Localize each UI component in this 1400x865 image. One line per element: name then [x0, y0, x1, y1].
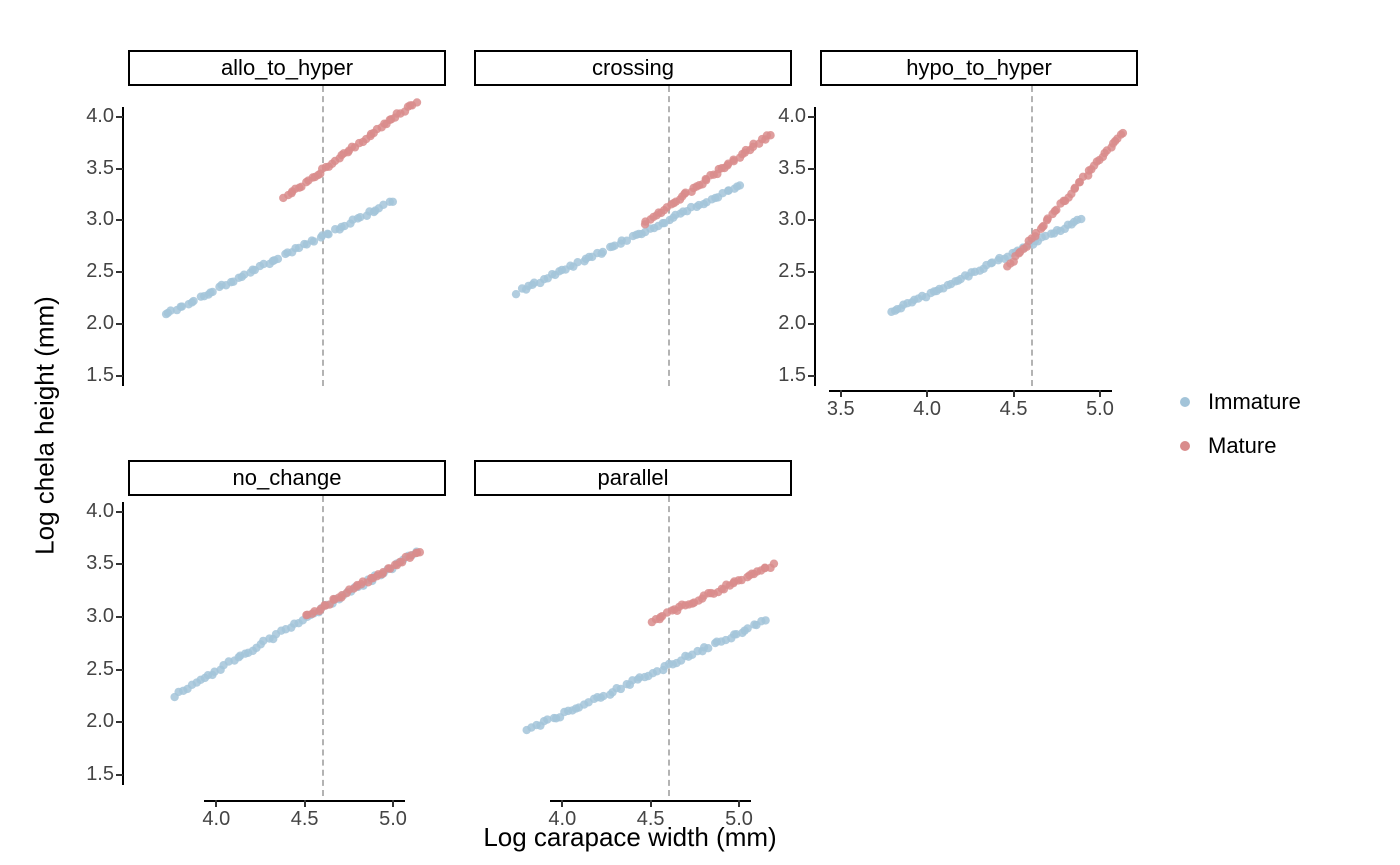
- y-tick: [116, 563, 123, 565]
- y-tick: [116, 116, 123, 118]
- y-tick: [116, 323, 123, 325]
- panel-points-no_change: [128, 496, 446, 796]
- x-tick-label: 4.0: [907, 398, 947, 421]
- y-tick-label: 2.5: [770, 260, 806, 283]
- x-tick-label: 5.0: [719, 808, 759, 831]
- x-axis-line: [829, 390, 1112, 392]
- legend-swatch-mature: [1180, 441, 1190, 451]
- x-tick-label: 4.5: [631, 808, 671, 831]
- y-tick-label: 1.5: [78, 763, 114, 786]
- facet-title-label: crossing: [592, 55, 674, 81]
- y-tick-label: 4.0: [78, 500, 114, 523]
- facet-title-label: no_change: [233, 465, 342, 491]
- x-tick: [1013, 390, 1015, 397]
- x-tick-label: 5.0: [373, 808, 413, 831]
- y-tick-label: 2.0: [78, 710, 114, 733]
- x-tick: [650, 800, 652, 807]
- x-tick-label: 4.0: [542, 808, 582, 831]
- y-tick-label: 2.5: [78, 260, 114, 283]
- x-tick: [561, 800, 563, 807]
- y-tick-label: 3.5: [78, 157, 114, 180]
- y-tick-label: 3.0: [78, 605, 114, 628]
- x-tick-label: 4.5: [285, 808, 325, 831]
- y-tick-label: 1.5: [770, 364, 806, 387]
- facet-title-label: parallel: [598, 465, 669, 491]
- panel-points-hypo_to_hyper: [820, 86, 1138, 386]
- facet-title-label: allo_to_hyper: [221, 55, 353, 81]
- y-tick-label: 3.5: [78, 552, 114, 575]
- x-tick: [738, 800, 740, 807]
- panel-points-allo_to_hyper: [128, 86, 446, 386]
- y-tick: [116, 271, 123, 273]
- x-tick: [304, 800, 306, 807]
- x-tick: [392, 800, 394, 807]
- y-tick: [116, 616, 123, 618]
- y-tick-label: 2.5: [78, 658, 114, 681]
- y-tick: [116, 168, 123, 170]
- y-tick-label: 2.0: [78, 312, 114, 335]
- x-tick: [840, 390, 842, 397]
- y-tick-label: 4.0: [770, 105, 806, 128]
- x-tick-label: 5.0: [1080, 398, 1120, 421]
- y-tick: [808, 116, 815, 118]
- facet-title-label: hypo_to_hyper: [906, 55, 1052, 81]
- y-tick: [116, 721, 123, 723]
- y-tick: [116, 669, 123, 671]
- y-tick-label: 4.0: [78, 105, 114, 128]
- x-tick-label: 3.5: [821, 398, 861, 421]
- y-tick: [808, 375, 815, 377]
- y-axis-line: [122, 107, 124, 386]
- legend-item-mature: Mature: [1180, 424, 1301, 468]
- facet-title-parallel: parallel: [474, 460, 792, 496]
- facet-title-hypo_to_hyper: hypo_to_hyper: [820, 50, 1138, 86]
- y-tick: [808, 168, 815, 170]
- y-tick-label: 1.5: [78, 364, 114, 387]
- legend-swatch-immature: [1180, 397, 1190, 407]
- facet-title-crossing: crossing: [474, 50, 792, 86]
- y-axis-label: Log chela height (mm): [30, 276, 61, 576]
- y-axis-line: [814, 107, 816, 386]
- legend-label-mature: Mature: [1208, 433, 1276, 459]
- legend-label-immature: Immature: [1208, 389, 1301, 415]
- y-tick: [808, 219, 815, 221]
- y-tick: [116, 774, 123, 776]
- figure-root: Log chela height (mm) Log carapace width…: [0, 0, 1400, 865]
- x-tick: [1099, 390, 1101, 397]
- panel-points-crossing: [474, 86, 792, 386]
- y-tick-label: 3.0: [78, 208, 114, 231]
- legend-item-immature: Immature: [1180, 380, 1301, 424]
- x-tick-label: 4.5: [994, 398, 1034, 421]
- x-tick: [926, 390, 928, 397]
- y-tick: [116, 511, 123, 513]
- facet-title-no_change: no_change: [128, 460, 446, 496]
- panel-points-parallel: [474, 496, 792, 796]
- y-tick: [808, 323, 815, 325]
- y-axis-line: [122, 502, 124, 785]
- y-tick: [116, 375, 123, 377]
- y-tick-label: 3.5: [770, 157, 806, 180]
- y-tick-label: 3.0: [770, 208, 806, 231]
- x-tick: [215, 800, 217, 807]
- legend: Immature Mature: [1180, 380, 1301, 468]
- y-tick: [808, 271, 815, 273]
- y-tick: [116, 219, 123, 221]
- y-tick-label: 2.0: [770, 312, 806, 335]
- facet-title-allo_to_hyper: allo_to_hyper: [128, 50, 446, 86]
- x-tick-label: 4.0: [196, 808, 236, 831]
